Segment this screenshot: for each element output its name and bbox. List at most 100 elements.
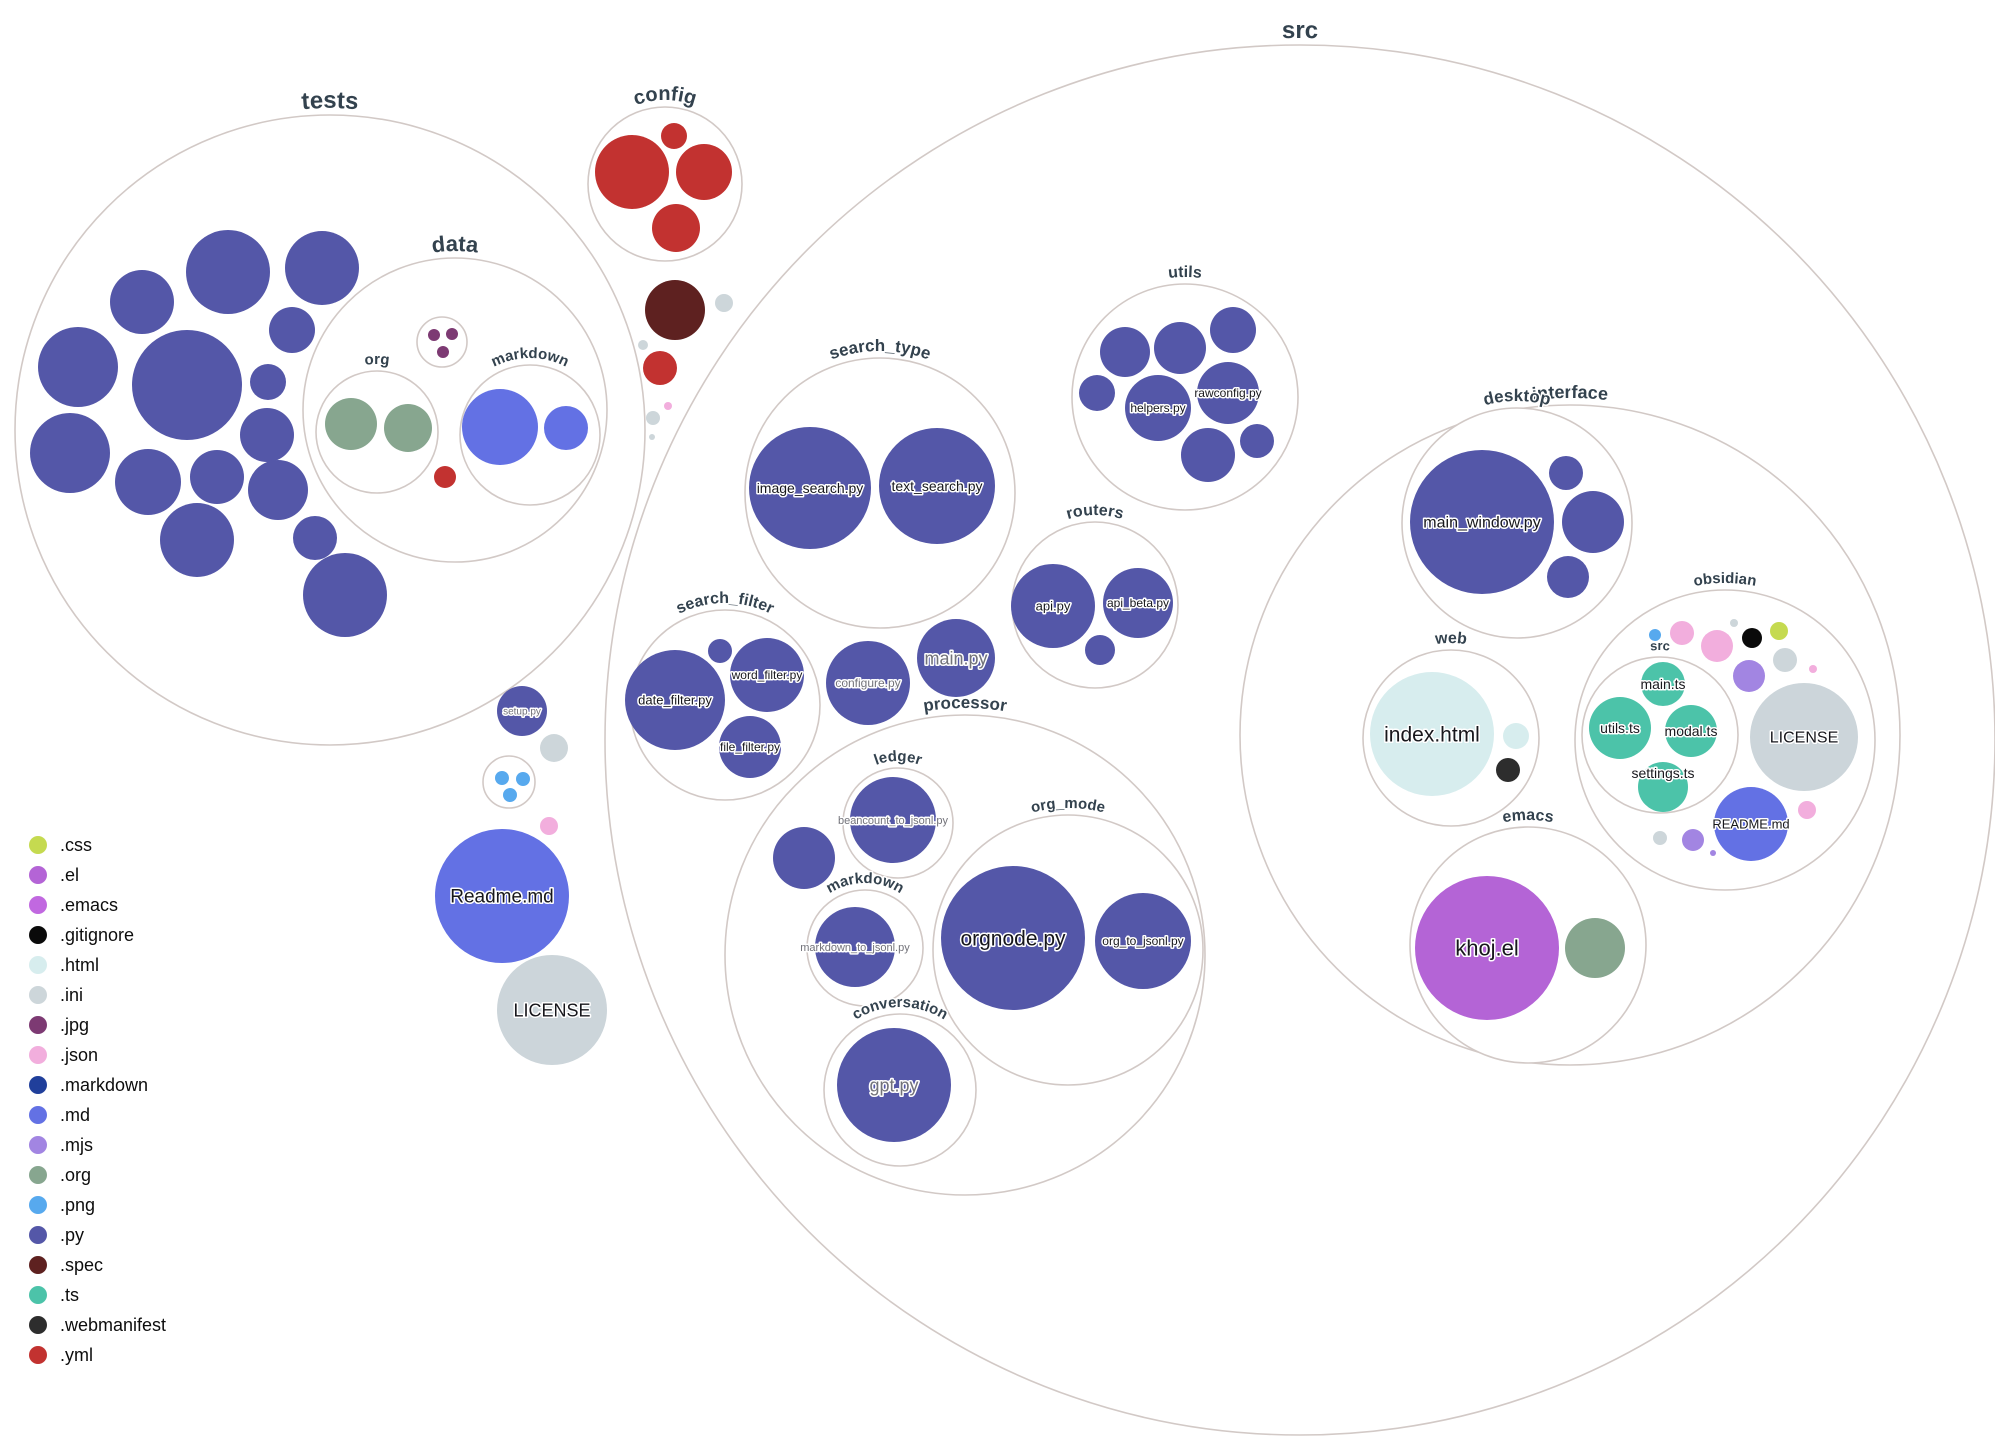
file-circle-py-1 <box>110 270 174 334</box>
file-label-beancount_to_jsonl.py: beancount_to_jsonl.py <box>838 815 949 827</box>
legend-swatch-org <box>29 1166 47 1184</box>
file-circle-image_search.py <box>749 427 871 549</box>
file-circle-py-61 <box>773 827 835 889</box>
file-circle-py-14 <box>303 553 387 637</box>
legend-swatch-md <box>29 1106 47 1124</box>
file-circle-mjs-90 <box>1733 660 1765 692</box>
file-circle-beancount_to_jsonl.py <box>850 777 936 863</box>
legend-label-spec: .spec <box>60 1255 103 1275</box>
file-circle-py-56 <box>1181 428 1235 482</box>
file-circle-py-52 <box>1210 307 1256 353</box>
file-circle-api_beta.py <box>1103 568 1173 638</box>
folder-label-src: src <box>1282 17 1319 44</box>
legend-label-py: .py <box>60 1225 84 1245</box>
file-circle-jpg-20 <box>428 329 440 341</box>
file-circle-main_window.py <box>1410 450 1554 594</box>
file-circle-rawconfig.py <box>1197 362 1259 424</box>
file-circle-ini-29 <box>638 340 648 350</box>
file-circle-png-37 <box>516 772 530 786</box>
legend-label-jpg: .jpg <box>60 1015 89 1035</box>
file-circle-gitignore-86 <box>1742 628 1762 648</box>
file-circle-org-16 <box>384 404 432 452</box>
file-circle-py-12 <box>160 503 234 577</box>
file-circle-yml-23 <box>595 135 669 209</box>
file-circle-json-83 <box>1670 621 1694 645</box>
file-circle-index.html <box>1370 672 1494 796</box>
file-circle-ini-28 <box>715 294 733 312</box>
file-circle-yml-26 <box>652 204 700 252</box>
file-label-helpers.py: helpers.py <box>1130 401 1185 415</box>
file-label-configure.py: configure.py <box>835 676 900 690</box>
legend-label-emacs: .emacs <box>60 895 118 915</box>
file-circle-configure.py <box>826 641 910 725</box>
file-circle-utils.ts <box>1589 697 1651 759</box>
file-label-setup.py: setup.py <box>503 707 541 718</box>
file-label-text_search.py: text_search.py <box>891 478 982 494</box>
folder-label-src-processor-org_mode: org_mode <box>1029 795 1107 817</box>
file-circle-ini-32 <box>646 411 660 425</box>
file-label-LICENSE: LICENSE <box>513 1000 590 1020</box>
legend: .css .el .emacs .gitignore .html .ini .jpg .jso… <box>29 835 166 1365</box>
file-circle-py-6 <box>250 364 286 400</box>
legend-item-emacs: .emacs <box>29 895 118 915</box>
file-label-README.md: README.md <box>1712 817 1789 832</box>
file-label-main.py: main.py <box>924 648 987 668</box>
folder-label-config: config <box>631 83 699 110</box>
file-circle-modal.ts <box>1665 705 1717 757</box>
folder-label-src-interface-emacs: emacs <box>1501 807 1555 827</box>
file-label-modal.ts: modal.ts <box>1665 723 1718 739</box>
file-circle-word_filter.py <box>730 638 804 712</box>
file-circle-LICENSE <box>497 955 607 1065</box>
file-label-api.py: api.py <box>1036 599 1071 614</box>
legend-swatch-css <box>29 836 47 854</box>
file-circle-py-2 <box>285 231 359 305</box>
file-circle-py-49 <box>708 639 732 663</box>
file-label-date_filter.py: date_filter.py <box>638 693 712 708</box>
legend-item-jpg: .jpg <box>29 1015 89 1035</box>
legend-label-md: .md <box>60 1105 90 1125</box>
legend-label-css: .css <box>60 835 92 855</box>
file-label-main_window.py: main_window.py <box>1423 515 1540 532</box>
legend-swatch-spec <box>29 1256 47 1274</box>
file-label-word_filter.py: word_filter.py <box>731 668 803 682</box>
file-circle-ini-88 <box>1773 648 1797 672</box>
file-circle-text_search.py <box>879 428 995 544</box>
legend-item-el: .el <box>29 865 79 885</box>
file-circle-py-68 <box>1549 456 1583 490</box>
legend-label-mjs: .mjs <box>60 1135 93 1155</box>
legend-item-png: .png <box>29 1195 95 1215</box>
legend-swatch-py <box>29 1226 47 1244</box>
file-circle-Readme.md <box>435 829 569 963</box>
file-circle-README.md <box>1714 787 1788 861</box>
folder-circle-tests-data-images <box>416 316 468 368</box>
folder-circle-src-interface-obsidian-src <box>1581 656 1739 814</box>
file-circle-ini-92 <box>1653 831 1667 845</box>
file-circle-md-17 <box>462 389 538 465</box>
legend-label-el: .el <box>60 865 79 885</box>
file-label-markdown_to_jsonl.py: markdown_to_jsonl.py <box>800 942 910 954</box>
legend-label-json: .json <box>60 1045 98 1065</box>
legend-swatch-json <box>29 1046 47 1064</box>
file-circle-org-75 <box>1565 918 1625 978</box>
file-circle-spec-27 <box>645 280 705 340</box>
file-circle-py-13 <box>293 516 337 560</box>
file-circle-ini-85 <box>1730 619 1738 627</box>
legend-label-png: .png <box>60 1195 95 1215</box>
file-circle-png-38 <box>503 788 517 802</box>
file-circle-jpg-21 <box>446 328 458 340</box>
file-circle-LICENSE <box>1750 683 1858 791</box>
folder-label-src-processor-ledger: ledger <box>872 748 924 769</box>
file-circle-yml-30 <box>643 351 677 385</box>
file-circle-webmanifest-73 <box>1496 758 1520 782</box>
folder-label-src-processor-markdown: markdown <box>823 870 906 897</box>
file-circle-py-51 <box>1154 322 1206 374</box>
file-circle-json-31 <box>664 402 672 410</box>
file-circle-py-7 <box>240 408 294 462</box>
file-label-main.ts: main.ts <box>1640 676 1685 692</box>
file-circle-khoj.el <box>1415 876 1559 1020</box>
legend-label-ts: .ts <box>60 1285 79 1305</box>
file-label-gpt.py: gpt.py <box>869 1075 918 1095</box>
legend-item-css: .css <box>29 835 92 855</box>
file-circle-py-8 <box>30 413 110 493</box>
legend-item-json: .json <box>29 1045 98 1065</box>
